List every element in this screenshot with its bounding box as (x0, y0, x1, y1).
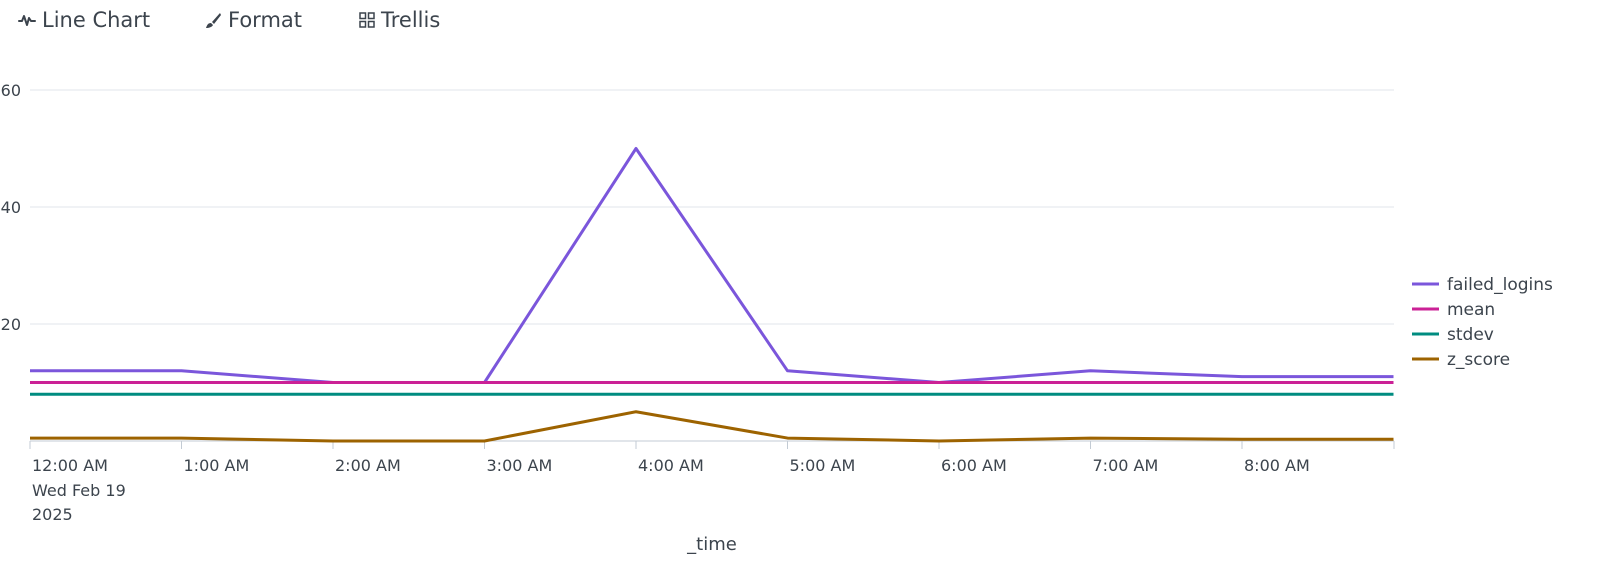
trellis-label: Trellis (381, 8, 441, 32)
x-tick-label: 1:00 AM (184, 456, 250, 475)
y-tick-label: 20 (1, 315, 21, 334)
x-tick-sublabel: Wed Feb 19 (32, 481, 126, 500)
x-tick-label: 4:00 AM (638, 456, 704, 475)
x-tick-label: 7:00 AM (1093, 456, 1159, 475)
series-line-z_score (30, 410, 1394, 443)
chart-toolbar: Line Chart Format Trellis (0, 0, 600, 40)
line-chart-button[interactable]: Line Chart (18, 5, 150, 35)
x-tick-label: 5:00 AM (790, 456, 856, 475)
legend-label: mean (1447, 300, 1495, 320)
grid-icon (359, 12, 375, 28)
x-tick-label: 12:00 AM (32, 456, 108, 475)
y-tick-label: 60 (1, 81, 21, 100)
trellis-button[interactable]: Trellis (359, 5, 440, 35)
line-chart: 20 40 60 12:00 AM 1:00 AM 2:00 AM 3:00 AM 4:00 … (0, 40, 1600, 575)
x-axis-title: _time (686, 534, 737, 555)
series-line-failed_logins (30, 147, 1394, 384)
chart-svg: 20 40 60 12:00 AM 1:00 AM 2:00 AM 3:00 AM 4:00 … (1, 81, 1553, 555)
legend-label: stdev (1447, 325, 1494, 345)
x-tick-label: 3:00 AM (487, 456, 553, 475)
x-tick-label: 2:00 AM (335, 456, 401, 475)
y-tick-label: 40 (1, 198, 21, 217)
legend-label: failed_logins (1447, 275, 1553, 295)
x-tick-sublabel: 2025 (32, 505, 73, 524)
legend-label: z_score (1447, 350, 1510, 370)
line-chart-label: Line Chart (42, 8, 151, 32)
x-tick-label: 6:00 AM (941, 456, 1007, 475)
format-button[interactable]: Format (204, 5, 302, 35)
format-label: Format (228, 8, 303, 32)
paintbrush-icon (204, 11, 222, 29)
x-tick-label: 8:00 AM (1244, 456, 1310, 475)
line-chart-icon (18, 13, 36, 27)
